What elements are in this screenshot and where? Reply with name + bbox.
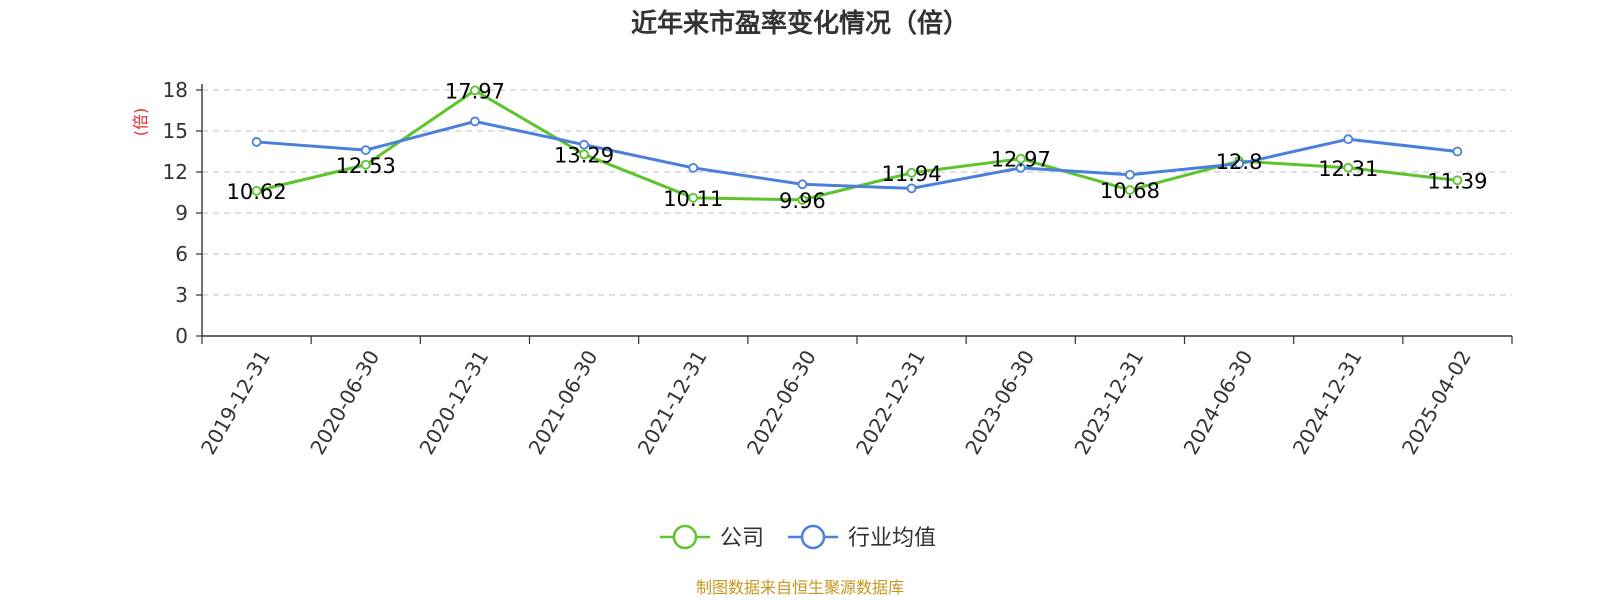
y-tick-label: 15	[163, 119, 188, 143]
series-point-0	[906, 167, 917, 178]
x-tick-label: 2024-12-31	[1288, 346, 1367, 459]
series-point-0	[1452, 175, 1463, 186]
y-axis-label: (倍)	[131, 108, 150, 137]
x-tick-label: 2021-12-31	[633, 346, 712, 459]
y-tick-label: 9	[175, 201, 188, 225]
series-point-1	[360, 145, 371, 156]
series-point-0	[1125, 185, 1135, 195]
legend-marker-0	[672, 524, 698, 550]
series-point-1	[1452, 146, 1463, 157]
y-tick-label: 3	[175, 283, 188, 307]
x-tick-label: 2025-04-02	[1397, 346, 1476, 459]
source-note: 制图数据来自恒生聚源数据库	[696, 578, 904, 597]
series-point-1	[688, 162, 699, 173]
series-point-1	[906, 183, 917, 194]
x-tick-label: 2022-06-30	[742, 346, 821, 459]
x-tick-label: 2023-06-30	[960, 346, 1039, 459]
legend-marker-1	[800, 524, 826, 550]
series-point-1	[797, 179, 808, 190]
series-point-0	[251, 185, 262, 196]
series-point-1	[1015, 162, 1026, 173]
data-label: 10.68	[1100, 179, 1160, 203]
series-point-1	[1343, 134, 1354, 145]
data-label: 11.94	[882, 162, 942, 186]
x-tick-label: 2022-12-31	[851, 346, 930, 459]
series-point-0	[579, 149, 589, 160]
data-label: 9.96	[779, 189, 826, 213]
legend-label-0: 公司	[720, 526, 764, 551]
x-tick-label: 2020-06-30	[305, 346, 384, 459]
series-point-1	[1125, 169, 1135, 180]
chart-title: 近年来市盈率变化情况（倍）	[631, 8, 969, 39]
series-point-1	[579, 139, 589, 150]
x-axis: 2019-12-31 2020-06-30 2020-12-31 2021-06-30…	[196, 335, 1513, 459]
x-tick-label: 2023-12-31	[1069, 346, 1148, 459]
x-tick-label: 2020-12-31	[414, 346, 493, 459]
series-point-0	[1343, 162, 1354, 173]
x-tick-label: 2021-06-30	[524, 346, 603, 459]
series-point-0	[360, 159, 371, 170]
data-label: 12.31	[1318, 157, 1378, 181]
series-line-1	[256, 119, 1458, 190]
x-tick-label: 2019-12-31	[196, 346, 275, 459]
series-point-0	[470, 85, 480, 96]
y-tick-label: 18	[163, 78, 188, 102]
legend-label-1: 行业均值	[848, 526, 936, 551]
y-axis: 0 3 6 9 12 15 18	[163, 78, 203, 348]
data-label: 12.97	[991, 148, 1051, 172]
y-tick-label: 0	[175, 324, 188, 348]
series-point-0	[688, 192, 699, 203]
series-point-0	[797, 194, 808, 205]
data-label: 12.53	[336, 154, 396, 178]
legend: 公司 行业均值	[660, 524, 936, 551]
data-label: 17.97	[445, 79, 505, 103]
x-tick-label: 2024-06-30	[1179, 346, 1258, 459]
grid-lines	[202, 89, 1512, 296]
series-point-1	[470, 116, 480, 127]
series-point-1	[1234, 158, 1244, 169]
series-group	[251, 85, 1463, 205]
data-label: 11.39	[1427, 169, 1487, 193]
y-tick-label: 6	[175, 242, 188, 266]
data-label: 10.62	[227, 180, 287, 204]
series-point-1	[251, 137, 262, 147]
data-label: 12.8	[1216, 150, 1263, 174]
data-label: 13.29	[554, 143, 614, 167]
y-tick-label: 12	[163, 160, 188, 184]
series-line-0	[256, 88, 1458, 202]
data-labels: 10.62 12.53 17.97 13.29 10.11 9.96 11.94 12.97 1…	[227, 79, 1488, 212]
data-label: 10.11	[663, 187, 723, 211]
series-point-0	[1015, 153, 1026, 164]
